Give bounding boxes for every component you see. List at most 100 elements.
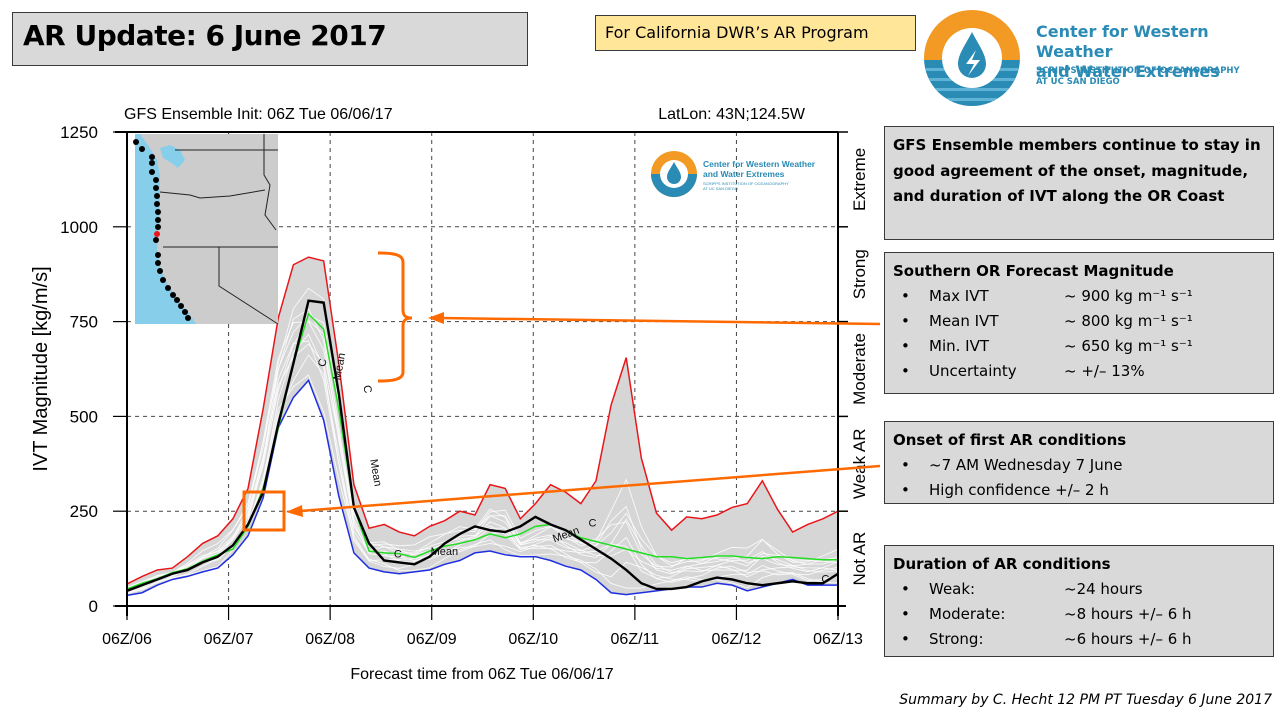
series-label-control: C [589,517,597,529]
x-tick-label: 06Z/07 [204,631,254,648]
duration-item: • Moderate: ~8 hours +/– 6 h [901,605,1192,623]
coast-point-marker [149,154,155,160]
coast-point-marker [153,177,159,183]
logo-title: Center for Western Weather and Water Ext… [1036,22,1220,81]
page-title: AR Update: 6 June 2017 [23,19,387,52]
y-tick-label: 1250 [60,123,98,142]
magnitude-arrow [439,316,880,326]
x-tick-label: 06Z/11 [611,631,660,648]
cw3e-logo: Center for Western Weather and Water Ext… [922,8,1280,108]
coast-point-marker [178,303,184,309]
duration-panel: Duration of AR conditions • Weak: ~24 hour… [884,545,1274,657]
coast-point-marker [155,252,161,258]
y-tick-label: 1000 [60,218,98,237]
coast-point-marker [185,315,191,321]
coast-point-marker [155,209,161,215]
duration-item: • Strong: ~6 hours +/– 6 h [901,630,1192,648]
coast-point-marker [165,285,171,291]
onset-highlight-box [242,490,286,532]
coast-point-marker [153,185,159,191]
coast-point-marker [155,224,161,230]
series-label-mean: Mean [431,546,459,558]
y-axis-label: IVT Magnitude [kg/m/s] [30,266,52,471]
svg-text:SCRIPPS INSTITUTION OF OCEANOG: SCRIPPS INSTITUTION OF OCEANOGRAPHY [703,181,789,186]
series-label-mean: Mean [332,352,349,381]
coast-point-marker [155,260,161,266]
coast-point-marker [157,268,163,274]
svg-text:and Water Extremes: and Water Extremes [703,169,785,179]
map-border-ca-nv [218,247,279,325]
onset-heading: Onset of first AR conditions [893,431,1127,449]
magnitude-bracket [377,251,413,383]
magnitude-panel: Southern OR Forecast Magnitude • Max IVT ~… [884,252,1274,394]
magnitude-item: • Uncertainty ~ +/– 13% [901,362,1145,380]
category-label: Not AR [850,532,869,586]
ivt-chart: GFS Ensemble Init: 06Z Tue 06/06/17 LatL… [30,106,880,683]
category-label: Moderate [850,333,869,405]
series-label-mean: Mean [367,458,384,487]
category-label: Weak AR [850,429,869,500]
program-note: For California DWR’s AR Program [605,23,869,42]
cw3e-water-drop-logo-icon [924,10,1020,106]
onset-item: • ~7 AM Wednesday 7 June [901,456,1123,474]
map-border-wa-or [159,189,266,199]
summary-text: GFS Ensemble members continue to stay in… [893,136,1261,205]
title-box: AR Update: 6 June 2017 [12,12,528,66]
category-label: Extreme [850,148,869,211]
annotations [242,251,880,532]
y-tick-label: 0 [89,597,98,616]
duration-item: • Weak: ~24 hours [901,580,1143,598]
coast-point-marker [182,309,188,315]
series-line-min [126,378,838,597]
coast-point-marker [154,201,160,207]
coast-point-marker [153,237,159,243]
x-tick-label: 06Z/08 [305,631,355,648]
onset-arrow-head [286,505,303,517]
coast-point-marker [170,292,176,298]
magnitude-arrow-head [428,312,444,324]
coast-point-marker [149,169,155,175]
onset-arrow [299,464,880,513]
x-tick-label: 06Z/06 [102,631,152,648]
summary-panel: GFS Ensemble members continue to stay in… [884,126,1274,240]
map-ocean [135,134,196,324]
coast-point-marker [174,297,180,303]
y-tick-label: 750 [70,313,98,332]
coast-point-marker [149,160,155,166]
magnitude-heading: Southern OR Forecast Magnitude [893,262,1174,280]
series-label-control: C [316,358,329,368]
svg-text:AT UC SAN DIEGO: AT UC SAN DIEGO [703,186,738,191]
x-tick-label: 06Z/13 [813,631,863,648]
map-sound [160,145,185,168]
program-note-box: For California DWR’s AR Program [595,15,916,51]
coast-point-marker [155,217,161,223]
embedded-cw3e-logo: Center for Western Weather and Water Ext… [651,151,816,197]
coast-point-marker [160,277,166,283]
y-tick-label: 500 [70,407,98,426]
duration-heading: Duration of AR conditions [893,555,1111,573]
magnitude-item: • Min. IVT ~ 650 kg m⁻¹ s⁻¹ [901,337,1193,355]
series-label-control: C [394,548,402,560]
x-tick-label: 06Z/10 [508,631,558,648]
coast-point-marker [133,139,139,145]
x-tick-label: 06Z/09 [407,631,457,648]
x-tick-label: 06Z/12 [712,631,762,648]
chart-title-right: LatLon: 43N;124.5W [658,106,806,123]
onset-panel: Onset of first AR conditions • ~7 AM Wedn… [884,421,1274,504]
svg-text:Center for Western Weather: Center for Western Weather [703,159,816,169]
x-axis-label: Forecast time from 06Z Tue 06/06/17 [350,666,613,683]
coast-point-marker [154,193,160,199]
category-label: Strong [850,249,869,299]
magnitude-item: • Mean IVT ~ 800 kg m⁻¹ s⁻¹ [901,312,1193,330]
inset-map [133,134,279,325]
series-label-control: C [821,573,829,585]
onset-item: • High confidence +/– 2 h [901,481,1109,499]
coast-point-marker [139,146,145,152]
series-label-control: C [360,384,373,394]
y-tick-label: 250 [70,502,98,521]
chart-title-left: GFS Ensemble Init: 06Z Tue 06/06/17 [124,106,393,123]
logo-subtitle: SCRIPPS INSTITUTION OF OCEANOGRAPHY AT U… [1036,66,1240,87]
map-border-idaho [263,134,277,231]
selected-location-marker [154,231,160,237]
magnitude-item: • Max IVT ~ 900 kg m⁻¹ s⁻¹ [901,287,1193,305]
